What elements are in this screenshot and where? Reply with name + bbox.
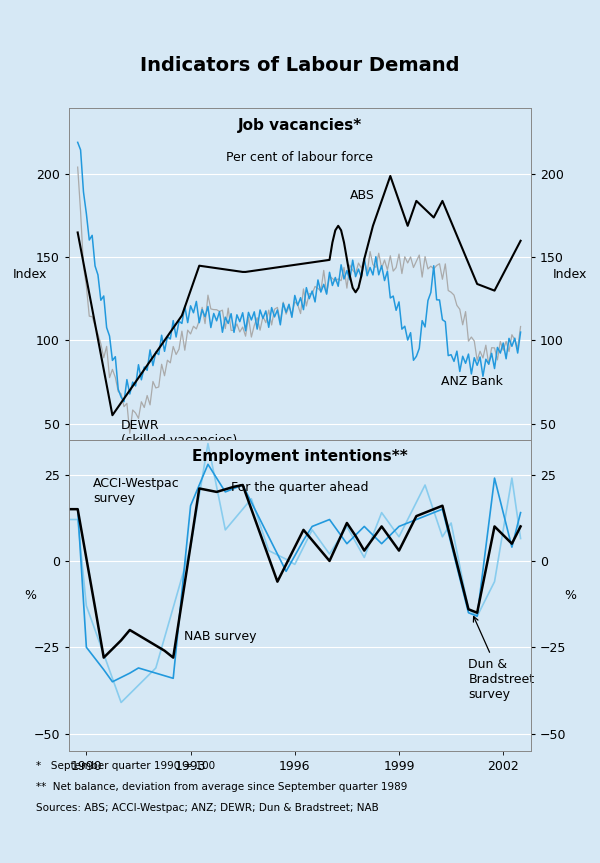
Text: %: % (564, 589, 576, 602)
Text: Job vacancies*: Job vacancies* (238, 118, 362, 133)
Text: ANZ Bank: ANZ Bank (440, 375, 503, 388)
Text: Per cent of labour force: Per cent of labour force (227, 151, 373, 164)
Text: NAB survey: NAB survey (184, 630, 256, 643)
Text: Indicators of Labour Demand: Indicators of Labour Demand (140, 56, 460, 75)
Text: Index: Index (553, 268, 587, 280)
Text: *   September quarter 1990 = 100: * September quarter 1990 = 100 (36, 761, 215, 772)
Text: %: % (24, 589, 36, 602)
Text: For the quarter ahead: For the quarter ahead (231, 481, 369, 494)
Text: ABS: ABS (350, 189, 375, 202)
Text: Dun &
Bradstreet
survey: Dun & Bradstreet survey (469, 616, 535, 701)
Text: Index: Index (13, 268, 47, 280)
Text: ACCI-Westpac
survey: ACCI-Westpac survey (94, 477, 180, 505)
Text: DEWR
(skilled vacancies): DEWR (skilled vacancies) (121, 419, 238, 446)
Text: Sources: ABS; ACCI-Westpac; ANZ; DEWR; Dun & Bradstreet; NAB: Sources: ABS; ACCI-Westpac; ANZ; DEWR; D… (36, 803, 379, 813)
Text: **  Net balance, deviation from average since September quarter 1989: ** Net balance, deviation from average s… (36, 782, 407, 792)
Text: Employment intentions**: Employment intentions** (192, 450, 408, 464)
